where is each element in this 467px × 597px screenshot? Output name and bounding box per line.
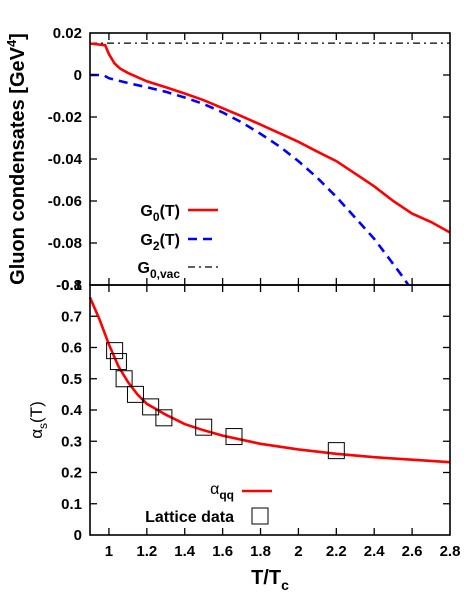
- bottom-y-axis-title: αs(T): [27, 401, 50, 439]
- top-y-tick-label: -0.04: [48, 151, 83, 168]
- lattice-data-point: [109, 353, 127, 371]
- series-line-g0t: [89, 42, 451, 234]
- x-tick-label: 1.2: [136, 543, 157, 560]
- lattice-data-point: [225, 428, 243, 446]
- top-y-tick-label: -0.06: [48, 193, 82, 210]
- x-tick-label: 1.6: [212, 543, 233, 560]
- x-tick-label: 2.6: [402, 543, 423, 560]
- legend-label-1: G2(T): [140, 232, 180, 253]
- legend-label-2: G0,vac: [138, 260, 181, 281]
- x-tick-label: 2: [294, 543, 302, 560]
- top-y-tick-label: -0.02: [48, 109, 82, 126]
- bottom-x-ticks: 1 1.2 1.4 1.6 1.8 2 2.2 2.4 2.6 2.8: [105, 33, 461, 560]
- bottom-y-tick-label: 0.5: [61, 371, 82, 388]
- bottom-y-tick-label: 0.4: [61, 402, 83, 419]
- bottom-legend: αqq Lattice data: [145, 481, 272, 526]
- bottom-y-ticks: 0.8 0.7 0.6 0.5 0.4 0.3 0.2 0.1 0: [61, 277, 450, 544]
- top-y-tick-label: 0.02: [53, 25, 82, 42]
- lattice-data-point: [327, 442, 345, 460]
- top-y-axis-title: Gluon condensates [GeV4]: [4, 33, 29, 285]
- bottom-y-tick-label: 0.1: [61, 496, 82, 513]
- x-tick-label: 2.4: [364, 543, 386, 560]
- top-plot-area: [89, 42, 451, 286]
- bottom-y-tick-label: 0.3: [61, 433, 82, 450]
- lattice-data-point: [106, 342, 124, 360]
- x-tick-label: 1.4: [174, 543, 196, 560]
- lattice-data-point: [115, 370, 133, 388]
- legend-label-0: G0(T): [140, 203, 180, 224]
- lattice-data-point: [142, 398, 160, 416]
- legend-label-alpha-qq: αqq: [210, 481, 234, 502]
- lattice-data-point: [155, 409, 173, 427]
- bottom-plot-frame: [89, 284, 451, 536]
- top-y-tick-label: 0: [74, 67, 82, 84]
- legend-label-lattice: Lattice data: [145, 509, 234, 526]
- bottom-panel-coupling: 0.8 0.7 0.6 0.5 0.4 0.3 0.2 0.1 0 1 1.2 1.4 1.6 1.8 2…: [27, 33, 460, 593]
- bottom-y-tick-label: 0.2: [61, 465, 82, 482]
- bottom-y-tick-label: 0: [74, 527, 82, 544]
- x-tick-label: 1: [105, 543, 113, 560]
- x-tick-label: 2.8: [440, 543, 461, 560]
- top-y-tick-label: -0.08: [48, 235, 82, 252]
- series-line-g2t: [90, 73, 410, 286]
- lattice-data-point: [195, 418, 213, 436]
- x-tick-label: 2.2: [326, 543, 347, 560]
- legend-swatch-lattice: [251, 507, 269, 525]
- series-line-alpha-qq: [88, 296, 451, 464]
- bottom-plot-area: [88, 296, 451, 464]
- top-y-tick-label: -0.1: [56, 277, 82, 294]
- top-panel-gluon-condensates: 0.02 0 -0.02 -0.04 -0.06 -0.08 -0.1 G0(T) G2(T)…: [4, 25, 451, 294]
- top-y-ticks: 0.02 0 -0.02 -0.04 -0.06 -0.08 -0.1: [48, 25, 450, 294]
- bottom-y-tick-label: 0.6: [61, 340, 82, 357]
- bottom-y-tick-label: 0.8: [61, 277, 82, 294]
- bottom-y-tick-label: 0.7: [61, 308, 82, 325]
- lattice-data-point: [126, 385, 144, 403]
- top-legend: G0(T) G2(T) G0,vac: [138, 203, 218, 281]
- x-axis-title: T/Tc: [251, 567, 289, 593]
- x-tick-label: 1.8: [250, 543, 271, 560]
